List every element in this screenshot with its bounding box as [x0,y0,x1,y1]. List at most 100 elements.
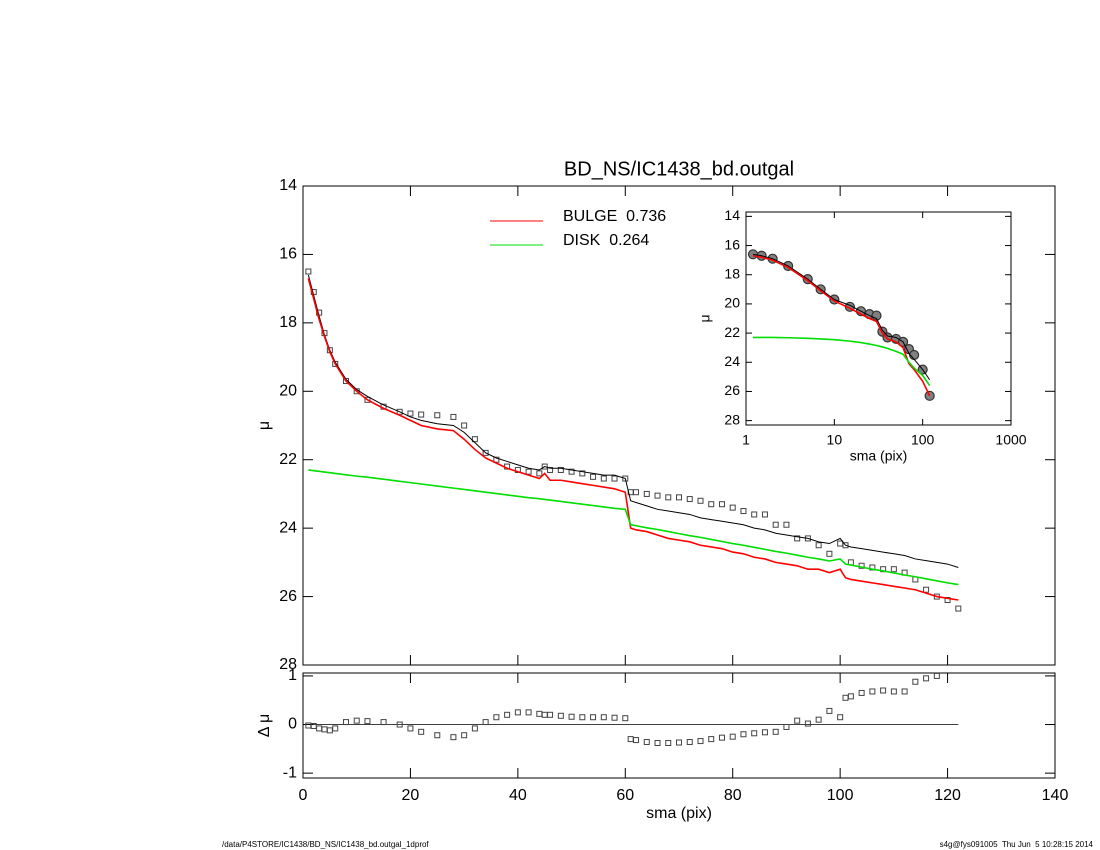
data-point [396,721,403,728]
y-tick-label: 28 [724,411,740,427]
data-point [579,470,586,477]
data-point [536,470,543,477]
data-point [847,693,854,700]
y-tick-label: 1 [288,667,297,684]
data-point [407,410,414,417]
data-point [697,738,704,745]
data-point [761,511,768,518]
data-point [568,468,575,475]
data-point [471,436,478,443]
data-point [708,736,715,743]
data-point [815,542,822,549]
plot-frame [302,672,1056,779]
data-point [418,728,425,735]
y-tick-label: 26 [724,382,740,398]
data-point [332,725,339,732]
data-point [783,723,790,730]
data-point [579,714,586,721]
y-tick-label: 18 [724,265,740,281]
data-point [450,734,457,741]
data-point [590,473,597,480]
x-tick-label: 100 [911,432,935,448]
data-point [364,718,371,725]
y-tick-label: 28 [279,656,297,673]
y-tick-label: 20 [279,383,297,400]
data-point [751,730,758,737]
data-point [557,466,564,473]
data-point [622,475,629,482]
data-point [665,494,672,501]
data-point [396,408,403,415]
data-point [686,496,693,503]
data-point [890,566,897,573]
data-point [525,709,532,716]
footer-path: /data/P4STORE/IC1438/BD_NS/IC1438_bd.out… [222,840,429,849]
y-tick-label: 22 [724,324,740,340]
data-point [837,714,844,721]
data-point [353,717,360,724]
data-point [740,731,747,738]
x-tick-label: 0 [299,787,308,804]
data-point [321,726,328,733]
x-tick-label: 10 [827,432,843,448]
data-point [772,728,779,735]
series-line [752,253,931,381]
data-point [541,711,548,718]
y-tick-label: 14 [279,177,297,194]
data-point [708,501,715,508]
data-point [600,475,607,482]
y-tick-label: -1 [283,764,297,781]
data-point [627,736,634,743]
x-axis-label: sma (pix) [646,805,712,822]
y-tick-label: 24 [279,519,297,536]
data-point [890,688,897,695]
data-point [482,449,489,456]
data-point [923,675,930,682]
data-point [326,727,333,734]
x-tick-label: 60 [616,787,634,804]
data-point [654,492,661,499]
data-point [364,396,371,403]
data-point [633,489,640,496]
data-point [536,710,543,717]
x-tick-label: 80 [724,787,742,804]
data-point [924,390,935,401]
y-tick-label: 20 [724,295,740,311]
data-point [305,722,312,729]
y-tick-label: 18 [279,314,297,331]
data-point [826,550,833,557]
data-point [514,709,521,716]
data-point [842,694,849,701]
data-point [761,729,768,736]
x-tick-label: 140 [1042,787,1069,804]
x-axis-label: sma (pix) [850,448,908,464]
plot-frame [302,185,1056,666]
data-point [740,508,747,515]
data-point [504,711,511,718]
data-point [676,739,682,746]
data-point [600,714,607,721]
chart-title: BD_NS/IC1438_bd.outgal [564,158,794,180]
data-point [450,413,457,420]
data-point [751,511,758,518]
x-tick-label: 1000 [995,432,1026,448]
data-point [434,732,441,739]
data-point [794,717,801,724]
data-point [837,540,844,547]
data-point [718,501,725,508]
x-tick-label: 100 [827,787,854,804]
data-point [654,740,661,746]
data-point [794,535,801,542]
series-line [752,336,931,387]
data-point [482,719,489,726]
data-point [418,411,425,418]
data-point [772,521,779,528]
data-point [305,268,312,275]
data-point [842,542,849,549]
series-line [752,254,931,397]
data-point [815,716,822,723]
data-point [622,715,629,722]
data-point [568,713,575,720]
data-point [525,468,532,475]
